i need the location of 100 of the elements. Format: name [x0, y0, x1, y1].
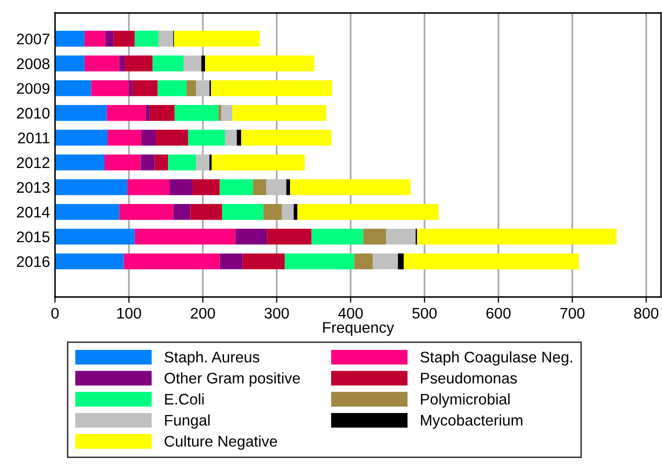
y-tick-label: 2015 [16, 232, 50, 242]
bar [158, 80, 187, 96]
bar [253, 179, 266, 196]
bar [134, 228, 236, 245]
bar [168, 154, 196, 170]
bar [127, 179, 170, 196]
bar [290, 179, 410, 196]
bar [196, 154, 210, 170]
legend-label: Polymicrobial [420, 393, 510, 408]
bar [106, 105, 146, 121]
x-tick-label: 700 [560, 308, 584, 319]
bar [294, 204, 298, 220]
y-tick-label: 2012 [16, 157, 50, 168]
bar [186, 80, 196, 96]
y-tick-label: 2007 [16, 34, 50, 44]
bar [55, 30, 85, 47]
y-tick-label: 2011 [18, 132, 50, 144]
bar [241, 130, 332, 146]
bar [105, 30, 114, 47]
bar [146, 105, 150, 121]
x-tick-label: 500 [412, 308, 437, 319]
bar [55, 228, 135, 245]
legend-label: Staph. Aureus [164, 351, 260, 366]
bar [55, 56, 85, 72]
bar [417, 228, 617, 245]
bar [55, 130, 108, 146]
bar [55, 80, 92, 96]
bar [124, 253, 220, 270]
bar [84, 56, 120, 72]
bar [210, 80, 332, 96]
bar [404, 253, 579, 270]
bar [192, 179, 220, 196]
bar [209, 154, 212, 170]
bar [150, 105, 175, 121]
bar [55, 204, 120, 220]
bar [128, 80, 133, 96]
y-tick-label: 2016 [16, 256, 50, 268]
bar [363, 228, 386, 245]
bar [212, 154, 305, 170]
bar [124, 56, 153, 72]
bar [119, 204, 174, 220]
bar [224, 130, 237, 146]
x-tick-label: 400 [338, 308, 363, 319]
bar [158, 30, 174, 47]
bar [152, 56, 184, 72]
x-tick-label: 100 [117, 308, 142, 319]
bar [174, 30, 260, 47]
bar [141, 130, 156, 146]
x-tick-label: 0 [51, 308, 59, 319]
bar [372, 253, 398, 270]
bar [107, 130, 142, 146]
legend-label: Culture Negative [164, 435, 278, 450]
bar [154, 154, 168, 170]
bar [91, 80, 129, 96]
bar [174, 105, 218, 121]
bar [55, 179, 128, 196]
y-tick-label: 2009 [16, 83, 50, 94]
bar [156, 130, 188, 146]
bar [188, 130, 225, 146]
bar [184, 56, 202, 72]
bar [201, 56, 206, 72]
bar [218, 105, 222, 121]
bar [221, 105, 232, 121]
bar [222, 204, 264, 220]
bar [113, 30, 135, 47]
bar [284, 253, 354, 270]
bar [84, 30, 106, 47]
legend-label: Pseudomonas [420, 372, 517, 384]
bar [286, 179, 290, 196]
bar [267, 228, 312, 245]
legend-label: E.Coli [165, 393, 204, 405]
y-tick-label: 2013 [16, 182, 50, 193]
bar [263, 204, 282, 220]
bar [386, 228, 416, 245]
bar [205, 56, 314, 72]
bar [354, 253, 373, 270]
y-tick-label: 2010 [16, 108, 50, 119]
bar [266, 179, 286, 196]
bar [55, 105, 107, 121]
bar [132, 80, 158, 96]
x-tick-label: 200 [190, 308, 215, 319]
bar [220, 253, 243, 270]
bar [140, 154, 155, 170]
bar [55, 154, 105, 170]
legend-label: Mycobacterium [420, 414, 522, 429]
bar [55, 253, 124, 270]
bar [119, 56, 124, 72]
bar [232, 105, 326, 121]
bar [242, 253, 285, 270]
bar [282, 204, 294, 220]
bar [297, 204, 439, 220]
y-tick-label: 2014 [16, 206, 50, 218]
x-tick-label: 600 [486, 308, 511, 319]
legend-label: Fungal [165, 414, 210, 429]
bar [170, 179, 192, 196]
bar [173, 204, 190, 220]
bar [235, 228, 268, 245]
bar [220, 179, 254, 196]
x-tick-label: 300 [264, 308, 289, 319]
bar [398, 253, 404, 270]
